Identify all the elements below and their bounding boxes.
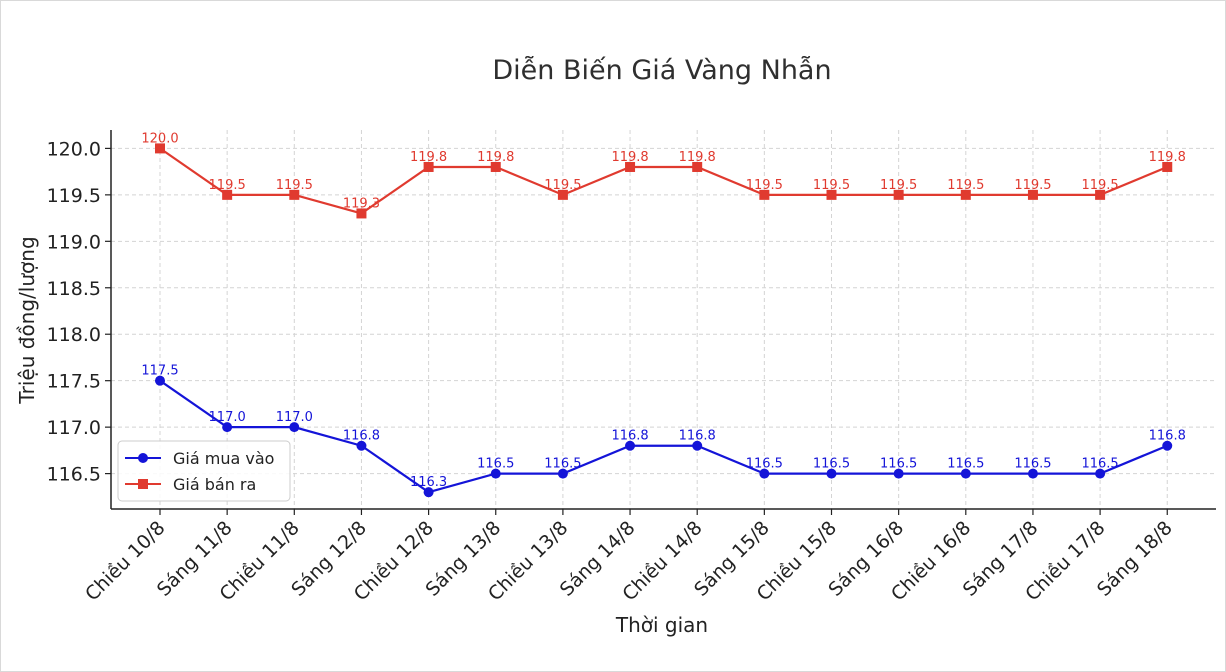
data-point: [893, 468, 904, 479]
data-label: 116.5: [947, 457, 984, 472]
x-axis-label: Thời gian: [615, 613, 708, 637]
data-point: [1162, 440, 1173, 451]
data-label: 116.8: [611, 429, 648, 444]
series-line-1: [159, 147, 1168, 215]
data-point: [155, 375, 165, 386]
x-tick-label: Chiều 10/8: [81, 517, 169, 605]
data-label: 116.8: [1149, 429, 1186, 444]
data-point: [557, 468, 568, 479]
data-point: [490, 468, 501, 479]
data-label: 116.8: [679, 429, 716, 444]
chart-title: Diễn Biến Giá Vàng Nhẫn: [492, 55, 831, 86]
data-label: 119.5: [276, 178, 313, 193]
data-label: 116.5: [880, 457, 917, 472]
data-point: [826, 189, 837, 200]
data-label: 119.8: [477, 150, 514, 165]
data-point: [893, 189, 904, 200]
data-label: 119.8: [410, 150, 447, 165]
data-point: [759, 189, 770, 200]
data-point: [222, 189, 233, 200]
y-tick-label: 118.5: [47, 278, 101, 300]
data-label: 119.5: [947, 178, 984, 193]
data-point: [289, 189, 300, 200]
data-point: [490, 161, 501, 172]
axis-layer: [105, 130, 1216, 515]
data-label: 119.5: [880, 178, 917, 193]
data-label: 116.8: [343, 429, 380, 444]
data-point: [423, 487, 434, 498]
y-axis-label: Triệu đồng/lượng: [15, 236, 39, 404]
data-label: 116.3: [410, 475, 447, 490]
data-label: 119.8: [1149, 150, 1186, 165]
data-label: 119.3: [343, 196, 380, 211]
data-point: [1095, 189, 1106, 200]
data-point: [155, 143, 165, 154]
data-point: [1095, 468, 1106, 479]
data-point: [423, 161, 434, 172]
y-tick-label: 117.0: [47, 417, 101, 439]
legend-marker-sell: [138, 479, 148, 489]
data-point: [692, 161, 703, 172]
y-tick-label: 119.5: [47, 185, 101, 207]
data-label: 116.5: [544, 457, 581, 472]
data-label: 117.0: [209, 410, 246, 425]
y-tick-label: 116.5: [47, 464, 101, 486]
data-point: [222, 422, 233, 433]
data-point: [960, 468, 971, 479]
legend-marker-buy: [138, 453, 148, 463]
data-point: [759, 468, 770, 479]
y-tick-label: 120.0: [47, 138, 101, 160]
data-label: 116.5: [746, 457, 783, 472]
data-point: [1162, 161, 1173, 172]
data-label: 119.8: [611, 150, 648, 165]
y-tick-label: 118.0: [47, 324, 101, 346]
data-label: 116.5: [1014, 457, 1051, 472]
legend: Giá mua vào Giá bán ra: [117, 440, 291, 502]
data-point: [960, 189, 971, 200]
data-point: [557, 189, 568, 200]
data-label: 120.0: [141, 131, 178, 146]
data-label: 116.5: [477, 457, 514, 472]
data-label: 119.5: [746, 178, 783, 193]
y-tick-layer: 116.5 117.0 117.5 118.0 118.5 119.0 119.5 120.0: [47, 138, 101, 485]
data-label: 119.5: [209, 178, 246, 193]
data-point: [1027, 189, 1038, 200]
data-label: 119.5: [1014, 178, 1051, 193]
data-point: [625, 440, 636, 451]
series-layer: 117.5 117.0 117.0 116.8 116.3 116.5 116.5 116.8…: [141, 131, 1186, 498]
data-point: [692, 440, 703, 451]
series-line-0: [159, 379, 1168, 494]
y-tick-label: 119.0: [47, 231, 101, 253]
data-point: [356, 208, 367, 219]
data-label: 117.5: [141, 364, 178, 379]
data-label: 119.5: [813, 178, 850, 193]
data-label: 119.8: [679, 150, 716, 165]
data-label: 119.5: [544, 178, 581, 193]
data-label: 117.0: [276, 410, 313, 425]
y-tick-label: 117.5: [47, 371, 101, 393]
data-point: [625, 161, 636, 172]
data-label: 119.5: [1081, 178, 1118, 193]
data-point: [1027, 468, 1038, 479]
data-point: [289, 422, 300, 433]
data-point: [356, 440, 367, 451]
data-label: 116.5: [1081, 457, 1118, 472]
legend-label-sell: Giá bán ra: [173, 475, 256, 494]
data-point: [826, 468, 837, 479]
data-label: 116.5: [813, 457, 850, 472]
legend-box: [117, 440, 291, 502]
legend-label-buy: Giá mua vào: [173, 449, 274, 468]
